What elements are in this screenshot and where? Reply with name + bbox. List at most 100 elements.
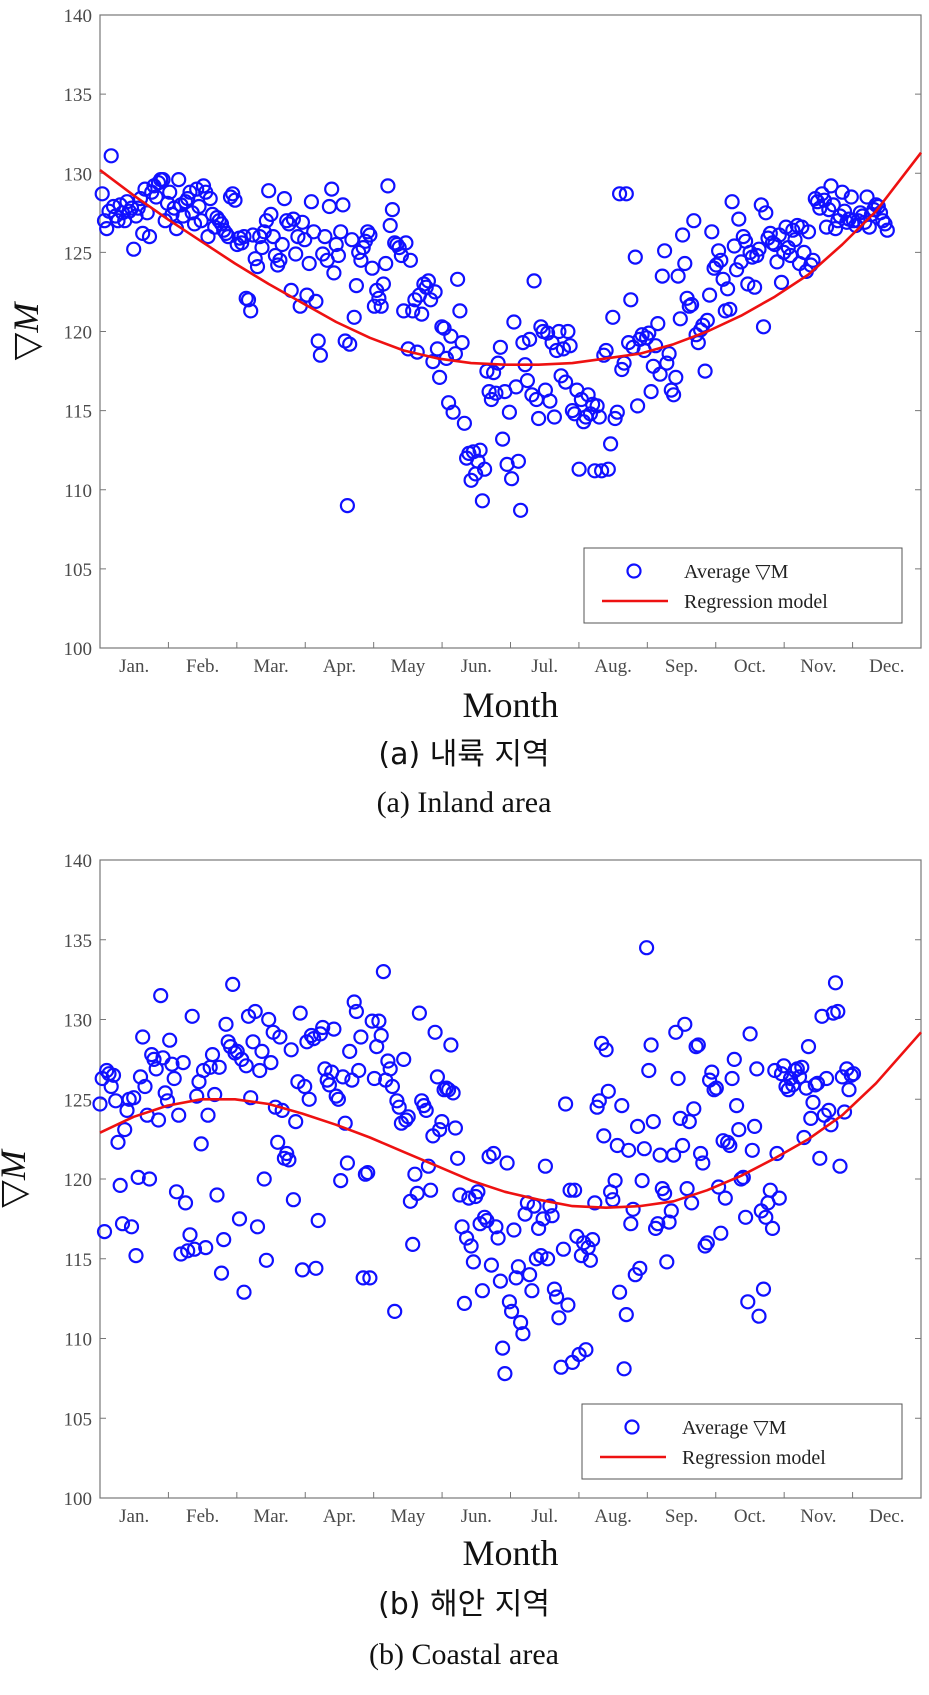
data-point xyxy=(832,1158,848,1174)
data-point xyxy=(728,1097,745,1114)
data-point xyxy=(607,410,623,427)
data-point xyxy=(841,1082,857,1098)
data-point xyxy=(827,975,844,991)
data-point xyxy=(486,1145,502,1162)
data-point xyxy=(755,1281,772,1297)
data-point xyxy=(387,1303,403,1320)
data-point xyxy=(704,1064,720,1080)
data-point xyxy=(742,1026,758,1042)
data-point xyxy=(598,342,614,359)
legend-label-points: Average ▽M xyxy=(684,561,789,583)
data-point xyxy=(717,1190,733,1206)
data-point xyxy=(339,498,355,514)
data-point xyxy=(544,335,560,351)
data-point xyxy=(351,1062,367,1079)
data-point xyxy=(382,1061,398,1077)
data-point xyxy=(751,1308,767,1324)
data-point xyxy=(128,1247,144,1264)
data-point xyxy=(236,1284,252,1300)
data-point xyxy=(530,410,547,427)
x-tick-label: Mar. xyxy=(253,656,288,677)
data-point xyxy=(366,1070,382,1087)
data-point xyxy=(771,1190,787,1206)
data-point xyxy=(504,471,520,487)
data-point xyxy=(195,178,212,194)
data-point xyxy=(328,236,344,253)
data-point xyxy=(281,1152,297,1168)
data-point xyxy=(596,1128,612,1144)
legend: Average ▽M Regression model xyxy=(583,547,903,624)
data-point xyxy=(542,393,558,409)
data-point xyxy=(279,213,295,229)
data-point xyxy=(497,1365,513,1382)
data-point xyxy=(238,1058,254,1074)
data-point xyxy=(443,1037,459,1053)
data-point xyxy=(753,197,769,213)
data-point xyxy=(575,1235,592,1251)
data-point xyxy=(384,1078,400,1095)
data-point xyxy=(213,216,230,232)
data-point xyxy=(459,1230,475,1246)
data-point xyxy=(360,1164,376,1181)
data-point xyxy=(629,398,646,414)
data-point xyxy=(800,224,817,240)
data-point xyxy=(704,224,720,240)
data-point xyxy=(537,1158,554,1174)
data-point xyxy=(263,206,279,222)
data-point xyxy=(600,1083,616,1099)
plot-frame xyxy=(99,859,922,1499)
data-point xyxy=(436,1082,452,1098)
data-point xyxy=(310,333,326,349)
data-point xyxy=(821,202,837,218)
data-point xyxy=(724,194,740,210)
data-point xyxy=(450,271,466,287)
data-point xyxy=(465,444,481,460)
data-point xyxy=(803,1110,819,1127)
y-tick-label: 100 xyxy=(64,1489,93,1510)
data-point xyxy=(555,1241,572,1257)
data-point xyxy=(501,404,517,420)
data-point xyxy=(598,1042,614,1058)
x-tick-label: Jun. xyxy=(461,1506,492,1527)
data-point xyxy=(123,200,140,216)
data-point xyxy=(328,1088,344,1104)
data-point xyxy=(524,387,540,403)
data-point xyxy=(364,260,380,276)
x-tick-label: Nov. xyxy=(800,656,836,677)
data-point xyxy=(267,247,283,264)
data-point xyxy=(836,1104,853,1120)
y-axis-variable: M xyxy=(6,301,46,334)
x-tick-label: Oct. xyxy=(734,1506,766,1527)
data-point xyxy=(256,224,272,240)
data-point xyxy=(272,252,288,268)
data-point xyxy=(517,1206,533,1222)
data-point xyxy=(247,251,263,267)
data-point xyxy=(360,224,376,240)
data-point xyxy=(357,1166,373,1182)
y-tick-label: 130 xyxy=(64,164,93,185)
data-point xyxy=(132,191,149,207)
data-point xyxy=(796,244,812,260)
data-point xyxy=(463,1238,479,1254)
data-point xyxy=(544,1208,560,1224)
data-point xyxy=(839,214,855,230)
data-point xyxy=(643,1037,659,1053)
x-tick-label: Jul. xyxy=(531,656,558,677)
caption-korean: (a) 내륙 지역 xyxy=(378,737,549,772)
data-point xyxy=(339,1155,355,1171)
data-point xyxy=(227,192,243,208)
y-tick-label: 115 xyxy=(64,402,92,423)
data-point xyxy=(681,1113,697,1130)
data-point xyxy=(236,229,252,245)
data-point xyxy=(301,1091,317,1107)
data-point xyxy=(220,229,236,245)
data-point xyxy=(348,278,364,294)
data-point xyxy=(135,1029,151,1045)
data-point xyxy=(114,1216,131,1232)
data-point xyxy=(171,1107,187,1123)
data-point xyxy=(171,172,187,188)
data-point xyxy=(240,292,257,308)
data-point xyxy=(551,1310,567,1326)
data-point xyxy=(778,1078,794,1095)
data-point xyxy=(834,184,850,200)
